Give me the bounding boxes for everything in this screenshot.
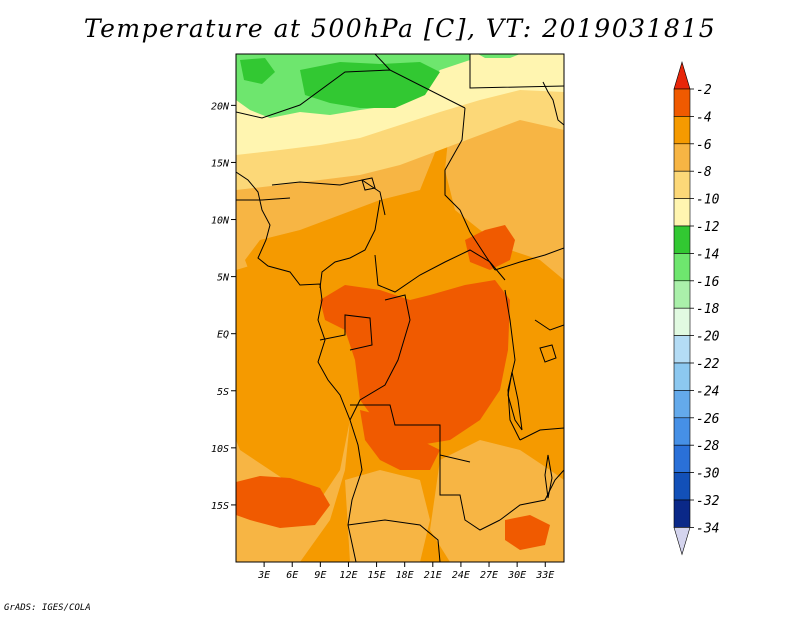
lat-tick-label: 5N <box>217 273 230 284</box>
colorbar-label: -28 <box>696 439 720 454</box>
border-uganda-kenya <box>534 319 564 331</box>
border-libya <box>374 54 391 71</box>
colorbar-top-arrow <box>673 60 691 90</box>
chart-title: Temperature at 500hPa [C], VT: 201903181… <box>83 14 717 43</box>
colorbar-label: -16 <box>696 275 720 290</box>
border-angola-zambia <box>439 455 501 531</box>
temperature-field <box>236 54 564 562</box>
colorbar-label: -24 <box>696 384 719 399</box>
coastline-west-africa <box>236 171 363 562</box>
colorbar-bin <box>673 390 691 419</box>
lat-tick-label: 15S <box>211 501 229 512</box>
lat-tick-label: 5S <box>217 387 229 398</box>
colorbar-bin <box>673 362 691 391</box>
lat-tick-label: EQ <box>217 330 229 341</box>
lon-tick-label: 33E <box>535 570 554 581</box>
lat-tick-label: 20N <box>211 101 230 112</box>
border-gabon <box>319 314 373 351</box>
colorbar-label: -4 <box>696 110 712 125</box>
colorbar-label: -34 <box>696 521 719 536</box>
longitude-ticks: 3E 6E 9E 12E 15E 18E 21E 24E 27E 30E 33E <box>257 562 554 581</box>
colorbar: -2 -4 -6 -8 -10 -12 -14 -16 -18 -20 -22 -24 -26 -28 -3… <box>673 60 720 556</box>
lon-tick-label: 27E <box>480 570 498 581</box>
colorbar-label: -18 <box>696 302 720 317</box>
border-chad <box>444 107 496 271</box>
lon-tick-label: 18E <box>396 570 414 581</box>
lon-tick-label: 3E <box>257 570 270 581</box>
colorbar-bin <box>673 116 691 145</box>
lake-victoria <box>539 344 557 363</box>
border-tanzania <box>519 427 564 441</box>
lon-tick-label: 12E <box>339 570 357 581</box>
field-dark-orange-central <box>320 280 510 445</box>
field-dark-orange-southwest <box>236 476 330 528</box>
colorbar-label: -10 <box>696 193 720 208</box>
field-green-northwest <box>240 58 275 84</box>
field-dark-orange-northeast <box>465 225 515 270</box>
field-green-north <box>300 62 440 108</box>
field-light-green-northeast <box>478 54 520 58</box>
colorbar-label: -26 <box>696 412 720 427</box>
colorbar-label: -6 <box>696 138 712 153</box>
colorbar-label: -8 <box>696 165 712 180</box>
border-nigeria-cameroon <box>319 199 381 289</box>
border-egypt-sudan <box>469 54 564 89</box>
lon-tick-label: 9E <box>314 570 326 581</box>
colorbar-label: -20 <box>696 330 720 345</box>
field-light-orange-south <box>345 470 430 562</box>
border-algeria-niger <box>236 69 466 119</box>
lon-tick-label: 6E <box>286 570 298 581</box>
colorbar-bin <box>673 335 691 364</box>
lat-tick-label: 10S <box>211 444 229 455</box>
lake-tanganyika <box>507 371 523 431</box>
colorbar-label: -12 <box>696 220 720 235</box>
lon-tick-label: 24E <box>452 570 470 581</box>
lon-tick-label: 30E <box>507 570 526 581</box>
colorbar-bin <box>673 499 691 528</box>
latitude-ticks: 20N 15N 10N 5N EQ 5S 10S 15S <box>211 101 236 512</box>
coastline-east-africa <box>542 81 564 126</box>
lake-chad <box>361 177 376 191</box>
border-mozambique <box>499 469 564 521</box>
field-dark-orange-congo-west <box>360 410 440 470</box>
colorbar-bin <box>673 472 691 501</box>
lat-tick-label: 10N <box>211 216 230 227</box>
colorbar-bin <box>673 198 691 227</box>
border-drc-congo <box>349 294 411 421</box>
country-boundaries <box>236 54 564 562</box>
border-mali-burkina <box>236 197 291 201</box>
colorbar-label: -2 <box>696 83 712 98</box>
border-angola-north <box>350 404 471 463</box>
colorbar-bin <box>673 253 691 282</box>
border-sudan-south-sudan <box>494 247 564 271</box>
colorbar-label: -32 <box>696 494 720 509</box>
colorbar-bin <box>673 143 691 172</box>
colorbar-bin <box>673 417 691 446</box>
border-niger-nigeria <box>271 179 386 216</box>
colorbar-label: -30 <box>696 467 720 482</box>
colorbar-bin <box>673 280 691 309</box>
colorbar-label: -14 <box>696 247 719 262</box>
field-orange-west-mid <box>236 260 350 500</box>
lat-tick-label: 15N <box>211 158 230 169</box>
lon-tick-label: 15E <box>368 570 386 581</box>
map-frame <box>235 53 565 563</box>
colorbar-bin <box>673 444 691 473</box>
colorbar-bin <box>673 88 691 117</box>
lon-tick-label: 21E <box>424 570 442 581</box>
grads-credit: GrADS: IGES/COLA <box>4 603 91 613</box>
border-namibia <box>347 519 441 562</box>
lake-malawi <box>544 454 553 499</box>
field-dark-orange-southeast <box>505 515 550 550</box>
colorbar-bottom-arrow <box>673 527 691 556</box>
colorbar-bin <box>673 307 691 336</box>
colorbar-bin <box>673 225 691 254</box>
colorbar-bin <box>673 170 691 199</box>
border-car <box>374 249 506 293</box>
colorbar-label: -22 <box>696 357 720 372</box>
